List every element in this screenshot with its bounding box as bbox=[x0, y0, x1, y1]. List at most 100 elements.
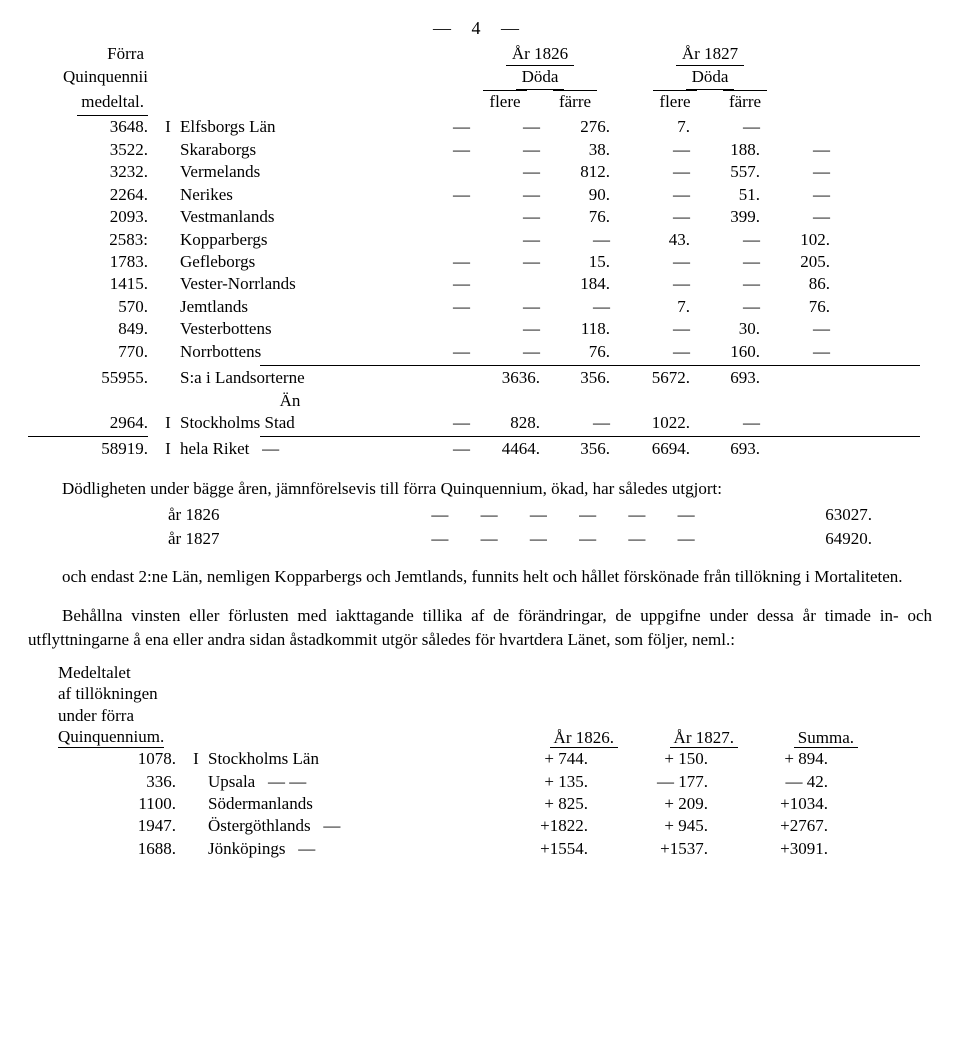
table1-header-row2: Quinquennii Döda Döda bbox=[28, 66, 932, 89]
t2-y2: — 177. bbox=[588, 771, 708, 793]
hdr-doda-2: Döda bbox=[686, 66, 735, 89]
an-label: Än bbox=[180, 390, 400, 412]
cell-a1: — bbox=[400, 116, 470, 138]
cell-a2: — bbox=[470, 139, 540, 161]
cell-name: Vester-Norrlands bbox=[180, 273, 400, 295]
stk-a3: 828. bbox=[470, 412, 540, 434]
t2-y2: +1537. bbox=[588, 838, 708, 860]
cell-b1: — bbox=[610, 184, 690, 206]
table2-row: 336.Upsala — —+ 135.— 177.— 42. bbox=[28, 771, 932, 793]
sum-a3: 3636. bbox=[470, 367, 540, 389]
medel-l4: Quinquennium. bbox=[58, 726, 164, 748]
cell-b2: 399. bbox=[690, 206, 760, 228]
t2-y1: +1554. bbox=[468, 838, 588, 860]
cell-b3: 205. bbox=[760, 251, 830, 273]
hdr-forra: Förra bbox=[103, 43, 148, 65]
cell-b3: — bbox=[760, 139, 830, 161]
riket-b1: 356. bbox=[540, 438, 610, 460]
t2-name: Jönköpings — bbox=[208, 838, 468, 860]
t2-qu: 1688. bbox=[28, 838, 184, 860]
cell-a2: — bbox=[470, 341, 540, 363]
cell-b2: — bbox=[690, 273, 760, 295]
cell-rom: I bbox=[156, 116, 180, 138]
cell-a3: 76. bbox=[540, 341, 610, 363]
cell-qu: 3648. bbox=[28, 116, 156, 138]
cell-b1: — bbox=[610, 251, 690, 273]
cell-qu: 849. bbox=[28, 318, 156, 340]
hdr-1826: År 1826 bbox=[506, 43, 574, 66]
cell-qu: 570. bbox=[28, 296, 156, 318]
cell-b2: — bbox=[690, 296, 760, 318]
t2-name: Stockholms Län bbox=[208, 748, 468, 770]
cell-a3: 76. bbox=[540, 206, 610, 228]
cell-qu: 2264. bbox=[28, 184, 156, 206]
hdr-quinq: Quinquennii bbox=[63, 67, 148, 86]
t2-y2: + 150. bbox=[588, 748, 708, 770]
year-row: år 1827— — — — — —64920. bbox=[28, 529, 932, 549]
cell-b3: — bbox=[760, 318, 830, 340]
t2-name: Södermanlands bbox=[208, 793, 468, 815]
table1-row: 849.Vesterbottens—118.—30.— bbox=[28, 318, 932, 340]
cell-b1: 43. bbox=[610, 229, 690, 251]
cell-name: Jemtlands bbox=[180, 296, 400, 318]
cell-b2: — bbox=[690, 229, 760, 251]
cell-name: Vermelands bbox=[180, 161, 400, 183]
cell-a3: 15. bbox=[540, 251, 610, 273]
cell-a2: — bbox=[470, 116, 540, 138]
paragraph-1: Dödligheten under bägge åren, jämnförels… bbox=[28, 477, 932, 501]
stk-b3: — bbox=[690, 412, 760, 434]
stk-a2: — bbox=[400, 412, 470, 434]
cell-b1: 7. bbox=[610, 296, 690, 318]
table2-row: 1947.Östergöthlands —+1822.+ 945.+2767. bbox=[28, 815, 932, 837]
cell-b3: — bbox=[760, 161, 830, 183]
year-dashes: — — — — — — bbox=[388, 505, 752, 525]
cell-b1: — bbox=[610, 341, 690, 363]
cell-b1: — bbox=[610, 139, 690, 161]
t2-y1: + 135. bbox=[468, 771, 588, 793]
cell-name: Vesterbottens bbox=[180, 318, 400, 340]
hdr-flere-1: flere bbox=[483, 90, 526, 113]
t2-rom: I bbox=[184, 748, 208, 770]
stk-name: Stockholms Stad bbox=[180, 412, 400, 434]
stk-rom: I bbox=[156, 412, 180, 434]
t2-name: Upsala — — bbox=[208, 771, 468, 793]
cell-qu: 2583: bbox=[28, 229, 156, 251]
cell-a3: 276. bbox=[540, 116, 610, 138]
cell-b2: — bbox=[690, 251, 760, 273]
paragraph-3: Behållna vinsten eller förlusten med iak… bbox=[28, 604, 932, 652]
t2-y3: + 894. bbox=[708, 748, 828, 770]
t2-qu: 1100. bbox=[28, 793, 184, 815]
cell-a3: — bbox=[540, 229, 610, 251]
hdr-flere-2: flere bbox=[653, 90, 696, 113]
cell-a2: — bbox=[470, 229, 540, 251]
table1-row: 2264.Nerikes——90.—51.— bbox=[28, 184, 932, 206]
medel-l2: af tillökningen bbox=[58, 683, 206, 704]
t2-hdr-y1: År 1826. bbox=[550, 728, 618, 748]
riket-a3: 4464. bbox=[470, 438, 540, 460]
stk-qu: 2964. bbox=[28, 412, 156, 434]
cell-b1: — bbox=[610, 318, 690, 340]
year-value: 63027. bbox=[752, 505, 932, 525]
table1-riket-row: 58919. I hela Riket — — 4464. 356. 6694.… bbox=[28, 438, 932, 460]
t2-qu: 1078. bbox=[28, 748, 184, 770]
cell-a2: — bbox=[470, 251, 540, 273]
t2-y1: + 744. bbox=[468, 748, 588, 770]
cell-b3: — bbox=[760, 341, 830, 363]
cell-b3: 102. bbox=[760, 229, 830, 251]
cell-a2: — bbox=[470, 318, 540, 340]
t2-hdr-y2: År 1827. bbox=[670, 728, 738, 748]
table1-row: 3232.Vermelands—812.—557.— bbox=[28, 161, 932, 183]
medel-header-row: Medeltalet af tillökningen under förra Q… bbox=[28, 662, 932, 748]
cell-a1: — bbox=[400, 341, 470, 363]
riket-b2: 6694. bbox=[610, 438, 690, 460]
cell-name: Vestmanlands bbox=[180, 206, 400, 228]
stk-b2: 1022. bbox=[610, 412, 690, 434]
cell-a3: 38. bbox=[540, 139, 610, 161]
cell-name: Norrbottens bbox=[180, 341, 400, 363]
year-value: 64920. bbox=[752, 529, 932, 549]
cell-b1: — bbox=[610, 273, 690, 295]
t2-name: Östergöthlands — bbox=[208, 815, 468, 837]
an-row: Än bbox=[28, 390, 932, 412]
hdr-farre-1: färre bbox=[553, 90, 597, 113]
cell-qu: 3232. bbox=[28, 161, 156, 183]
